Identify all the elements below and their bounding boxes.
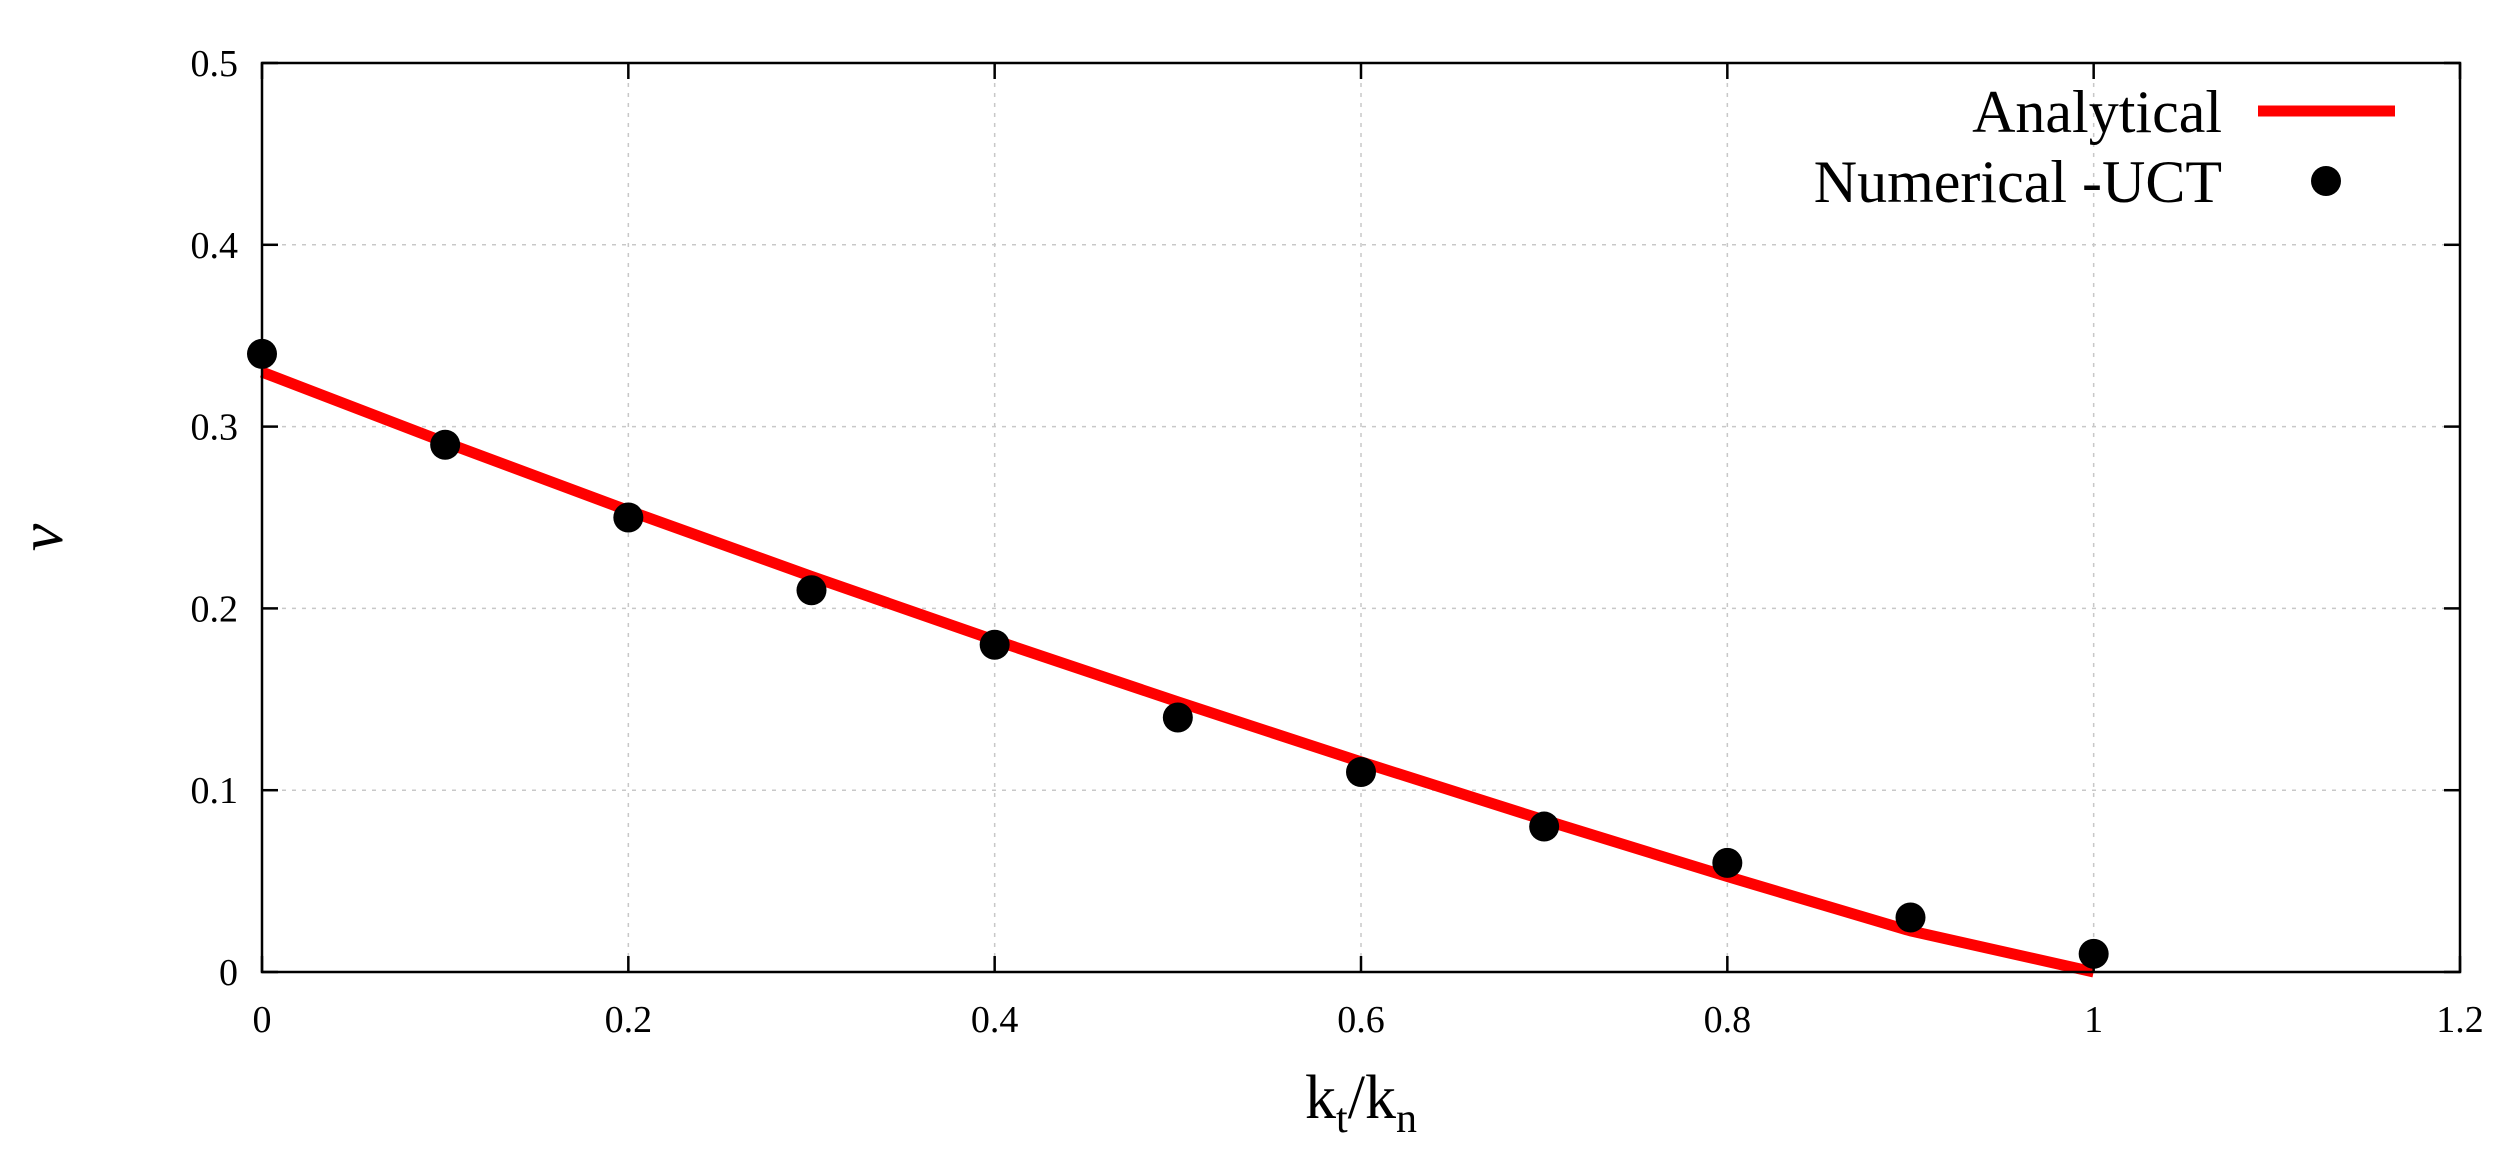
numerical-point [1346,757,1376,788]
legend-swatch-numerical-marker [2311,166,2341,196]
x-tick-label: 0.8 [1704,999,1752,1041]
x-tick-label: 1.2 [2436,999,2484,1041]
y-tick-label: 0 [219,952,238,994]
legend-label-analytical: Analytical [1972,79,2222,145]
x-tick-label: 0 [253,999,272,1041]
numerical-point [1529,811,1560,842]
numerical-point [979,629,1010,660]
x-tick-label: 0.2 [605,999,653,1041]
grid [262,63,2460,972]
y-tick-label: 0.2 [191,588,239,630]
numerical-point [1895,902,1926,933]
x-tick-label: 0.4 [971,999,1019,1041]
analytical-line [260,366,2095,978]
y-tick-label: 0.3 [191,407,239,449]
y-tick-label: 0.1 [191,770,239,812]
numerical-point [1712,847,1743,878]
x-tick-label: 1 [2084,999,2103,1041]
y-tick-label: 0.5 [191,43,239,85]
x-tick-label: 0.6 [1337,999,1385,1041]
y-axis-title: ν [8,523,76,551]
numerical-point [430,429,461,460]
series-layer [247,338,2109,978]
x-axis-title: kt/kn [1305,1064,1417,1142]
ticks: 0 0.2 0.4 0.6 0.8 1 1.2 0 0.1 0.2 0.3 0.4 0.5 [191,43,2484,1041]
numerical-point [2078,938,2109,969]
legend-label-numerical-uct: Numerical -UCT [1814,149,2222,215]
numerical-point [1162,702,1193,733]
legend: Analytical Numerical -UCT [1814,79,2395,215]
x-axis-title-slash: / [1348,1064,1366,1132]
numerical-point [796,575,827,606]
y-tick-label: 0.4 [191,225,239,267]
x-axis-title-sub-t: t [1336,1096,1348,1142]
numerical-point [613,502,644,533]
x-axis-title-sub-n: n [1396,1096,1417,1142]
x-axis-title-k1: k [1305,1064,1336,1132]
x-axis-title-k2: k [1365,1064,1396,1132]
